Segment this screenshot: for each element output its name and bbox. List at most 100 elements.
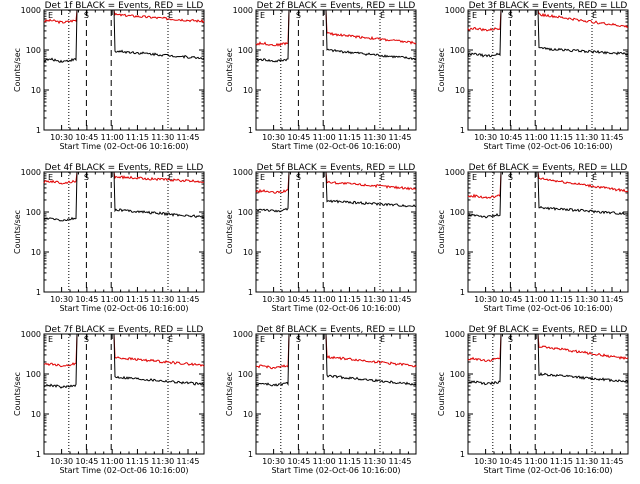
y-tick-label: 10 xyxy=(243,410,253,419)
end-marker: E xyxy=(472,11,477,20)
plot-frame xyxy=(467,9,629,131)
x-tick-label: 11:00 xyxy=(313,295,336,304)
y-axis-label: Counts/sec xyxy=(225,48,234,92)
y-axis-label: Counts/sec xyxy=(13,210,22,254)
y-tick-label: 1000 xyxy=(445,330,465,339)
x-axis-label: Start Time (02-Oct-06 10:16:00) xyxy=(271,304,400,313)
panel-title: Det 1f BLACK = Events, RED = LLD xyxy=(45,1,204,11)
end-marker: E xyxy=(168,173,173,182)
x-tick-label: 11:30 xyxy=(363,457,386,466)
end-marker: E xyxy=(48,335,53,344)
x-tick-label: 11:45 xyxy=(388,295,411,304)
x-tick-label: 10:30 xyxy=(262,457,285,466)
x-tick-label: 10:45 xyxy=(287,133,310,142)
x-tick-label: 11:45 xyxy=(388,457,411,466)
x-tick-label: 11:30 xyxy=(363,295,386,304)
plot-frame xyxy=(255,171,417,293)
y-axis-label: Counts/sec xyxy=(225,372,234,416)
y-tick-label: 1 xyxy=(36,126,41,135)
y-tick-label: 10 xyxy=(31,86,41,95)
events-series-line xyxy=(255,9,417,63)
start-marker: S xyxy=(296,173,301,182)
y-tick-label: 100 xyxy=(26,208,41,217)
panel-title: Det 7f BLACK = Events, RED = LLD xyxy=(45,325,204,335)
y-tick-label: 1000 xyxy=(21,168,41,177)
y-tick-label: 1000 xyxy=(21,6,41,15)
x-tick-label: 10:30 xyxy=(50,133,73,142)
plot-frame xyxy=(467,333,629,455)
x-tick-label: 11:00 xyxy=(101,457,124,466)
y-tick-label: 1 xyxy=(460,126,465,135)
x-axis-label: Start Time (02-Oct-06 10:16:00) xyxy=(59,304,188,313)
panel-title: Det 2f BLACK = Events, RED = LLD xyxy=(257,1,416,11)
end-marker: E xyxy=(592,335,597,344)
x-tick-label: 11:15 xyxy=(126,295,149,304)
x-tick-label: 10:30 xyxy=(262,295,285,304)
x-tick-label: 11:00 xyxy=(313,133,336,142)
x-tick-label: 11:15 xyxy=(338,457,361,466)
x-tick-label: 10:30 xyxy=(262,133,285,142)
x-axis-label: Start Time (02-Oct-06 10:16:00) xyxy=(59,142,188,151)
plot-frame xyxy=(467,171,629,293)
x-tick-label: 11:30 xyxy=(575,133,598,142)
end-marker: E xyxy=(260,173,265,182)
x-tick-label: 11:30 xyxy=(575,457,598,466)
x-tick-label: 11:30 xyxy=(151,457,174,466)
end-marker: E xyxy=(472,173,477,182)
end-marker: E xyxy=(168,11,173,20)
y-tick-label: 1 xyxy=(36,450,41,459)
x-tick-label: 10:45 xyxy=(287,295,310,304)
y-tick-label: 1000 xyxy=(233,6,253,15)
y-tick-label: 10 xyxy=(455,410,465,419)
y-axis-label: Counts/sec xyxy=(13,372,22,416)
panel-title: Det 3f BLACK = Events, RED = LLD xyxy=(469,1,628,11)
end-marker: E xyxy=(260,11,265,20)
x-tick-label: 10:45 xyxy=(75,133,98,142)
start-marker: S xyxy=(508,335,513,344)
start-marker: S xyxy=(508,173,513,182)
x-tick-label: 10:30 xyxy=(474,457,497,466)
events-series-line xyxy=(43,333,205,389)
y-axis-label: Counts/sec xyxy=(437,210,446,254)
y-tick-label: 100 xyxy=(26,370,41,379)
y-tick-label: 1 xyxy=(36,288,41,297)
lld-series-line xyxy=(467,333,629,363)
x-axis-label: Start Time (02-Oct-06 10:16:00) xyxy=(59,466,188,475)
lld-series-line xyxy=(44,9,205,25)
x-tick-label: 11:00 xyxy=(313,457,336,466)
end-marker: E xyxy=(472,335,477,344)
events-series-line xyxy=(255,171,417,213)
y-tick-label: 100 xyxy=(238,370,253,379)
panel-title: Det 4f BLACK = Events, RED = LLD xyxy=(45,163,204,173)
x-tick-label: 10:45 xyxy=(75,295,98,304)
events-series-line xyxy=(43,171,205,222)
lld-series-line xyxy=(255,171,417,194)
y-tick-label: 1 xyxy=(460,450,465,459)
y-tick-label: 100 xyxy=(450,46,465,55)
end-marker: E xyxy=(592,11,597,20)
lld-series-line xyxy=(43,333,205,368)
y-tick-label: 10 xyxy=(455,86,465,95)
x-tick-label: 11:15 xyxy=(550,295,573,304)
events-series-line xyxy=(467,333,629,386)
plot-frame xyxy=(43,171,205,293)
x-axis-label: Start Time (02-Oct-06 10:16:00) xyxy=(271,466,400,475)
y-tick-label: 1000 xyxy=(445,6,465,15)
x-axis-label: Start Time (02-Oct-06 10:16:00) xyxy=(483,466,612,475)
x-tick-label: 11:15 xyxy=(550,133,573,142)
plot-frame xyxy=(255,333,417,455)
x-axis-label: Start Time (02-Oct-06 10:16:00) xyxy=(483,142,612,151)
y-tick-label: 1 xyxy=(460,288,465,297)
y-tick-label: 10 xyxy=(243,86,253,95)
start-marker: S xyxy=(84,335,89,344)
x-tick-label: 11:30 xyxy=(363,133,386,142)
panel-title: Det 9f BLACK = Events, RED = LLD xyxy=(469,325,628,335)
panel-title: Det 6f BLACK = Events, RED = LLD xyxy=(469,163,628,173)
start-marker: S xyxy=(508,11,513,20)
y-tick-label: 10 xyxy=(243,248,253,257)
x-tick-label: 11:30 xyxy=(575,295,598,304)
x-axis-label: Start Time (02-Oct-06 10:16:00) xyxy=(271,142,400,151)
end-marker: E xyxy=(48,11,53,20)
lld-series-line xyxy=(43,171,205,185)
x-tick-label: 11:00 xyxy=(101,133,124,142)
